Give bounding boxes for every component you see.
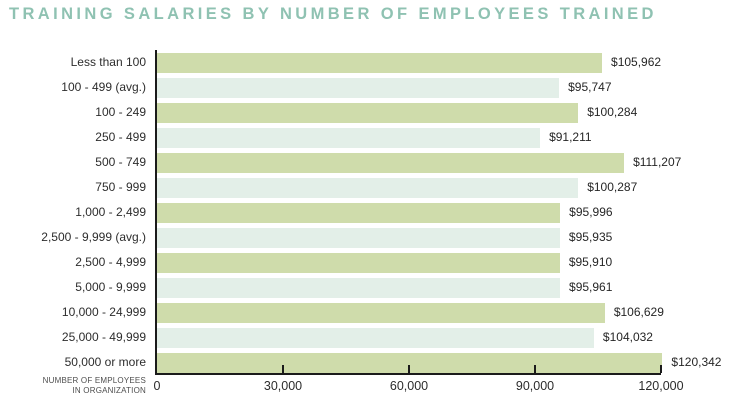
- table-row: 10,000 - 24,999 $106,629: [0, 300, 737, 325]
- table-row: 25,000 - 49,999 $104,032: [0, 325, 737, 350]
- category-label: 25,000 - 49,999: [61, 330, 146, 344]
- x-tick-label: 90,000: [515, 379, 555, 393]
- x-tick-label: 30,000: [263, 379, 303, 393]
- x-tick-label: 60,000: [389, 379, 429, 393]
- bar: [157, 327, 594, 348]
- value-label: $106,629: [613, 305, 664, 319]
- category-label: 1,000 - 2,499: [75, 205, 146, 219]
- table-row: 5,000 - 9,999 $95,961: [0, 275, 737, 300]
- table-row: 2,500 - 4,999 $95,910: [0, 250, 737, 275]
- table-row: 100 - 499 (avg.) $95,747: [0, 75, 737, 100]
- category-label: 2,500 - 9,999 (avg.): [41, 230, 146, 244]
- value-label: $111,207: [633, 155, 682, 169]
- chart-title: TRAINING SALARIES BY NUMBER OF EMPLOYEES…: [9, 5, 657, 23]
- category-label: 250 - 499: [95, 130, 146, 144]
- y-axis-line: [155, 50, 157, 375]
- category-label: 50,000 or more: [64, 355, 146, 369]
- bar: [157, 302, 605, 323]
- table-row: 2,500 - 9,999 (avg.) $95,935: [0, 225, 737, 250]
- bar: [157, 177, 579, 198]
- bar: [157, 152, 625, 173]
- bar: [157, 227, 560, 248]
- value-label: $100,284: [587, 105, 638, 119]
- x-tick-mark: [660, 365, 662, 373]
- category-label: Less than 100: [70, 55, 146, 69]
- value-label: $105,962: [611, 55, 662, 69]
- bar-chart: Less than 100 $105,962 100 - 499 (avg.) $95…: [0, 50, 737, 408]
- value-label: $104,032: [602, 330, 653, 344]
- table-row: Less than 100 $105,962: [0, 50, 737, 75]
- value-label: $95,747: [568, 80, 612, 94]
- category-label: 10,000 - 24,999: [61, 305, 146, 319]
- bar: [157, 77, 560, 98]
- x-axis-line: [155, 373, 661, 375]
- x-tick-label: 0: [153, 379, 161, 393]
- bar: [157, 127, 541, 148]
- category-label: 750 - 999: [95, 180, 146, 194]
- value-label: $95,996: [569, 205, 613, 219]
- table-row: 750 - 999 $100,287: [0, 175, 737, 200]
- value-label: $91,211: [549, 130, 592, 144]
- table-row: 50,000 or more $120,342: [0, 350, 737, 375]
- category-label: 500 - 749: [95, 155, 146, 169]
- value-label: $95,935: [568, 230, 613, 244]
- bar: [157, 352, 663, 373]
- bar: [157, 277, 561, 298]
- bar: [157, 252, 560, 273]
- bar: [157, 52, 603, 73]
- category-label: 2,500 - 4,999: [75, 255, 146, 269]
- bar: [157, 202, 561, 223]
- x-tick-mark: [408, 365, 410, 373]
- table-row: 100 - 249 $100,284: [0, 100, 737, 125]
- x-axis-caption-line: NUMBER OF EMPLOYEES: [42, 376, 146, 385]
- value-label: $95,961: [569, 280, 613, 294]
- x-tick-label: 120,000: [638, 379, 684, 393]
- table-row: 1,000 - 2,499 $95,996: [0, 200, 737, 225]
- table-row: 250 - 499 $91,211: [0, 125, 737, 150]
- category-label: 5,000 - 9,999: [75, 280, 146, 294]
- value-label: $120,342: [671, 355, 722, 369]
- value-label: $95,910: [568, 255, 613, 269]
- category-label: 100 - 499 (avg.): [61, 80, 146, 94]
- x-tick-mark: [282, 365, 284, 373]
- x-tick-mark: [534, 365, 536, 373]
- table-row: 500 - 749 $111,207: [0, 150, 737, 175]
- value-label: $100,287: [587, 180, 638, 194]
- category-label: 100 - 249: [95, 105, 146, 119]
- x-axis-caption: NUMBER OF EMPLOYEES IN ORGANIZATION: [0, 376, 146, 396]
- x-axis-caption-line: IN ORGANIZATION: [72, 386, 146, 395]
- bar: [157, 102, 579, 123]
